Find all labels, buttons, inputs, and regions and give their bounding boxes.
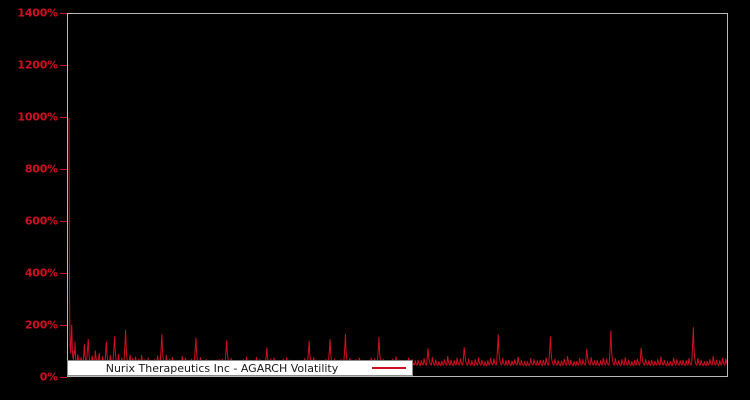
y-axis-tick-mark <box>60 273 67 274</box>
volatility-series-svg <box>68 117 727 367</box>
chart-legend[interactable]: Nurix Therapeutics Inc - AGARCH Volatili… <box>67 360 413 376</box>
y-axis-tick-label: 800% <box>24 162 58 176</box>
legend-entry-label: Nurix Therapeutics Inc - AGARCH Volatili… <box>105 361 339 375</box>
y-axis-tick-label: 600% <box>24 214 58 228</box>
y-axis-tick-mark <box>60 221 67 222</box>
y-axis-tick-mark <box>60 169 67 170</box>
y-axis-tick-label: 400% <box>24 266 58 280</box>
y-axis-tick-label: 0% <box>39 370 58 384</box>
y-axis-tick-mark <box>60 117 67 118</box>
y-axis-tick-label: 1000% <box>17 110 58 124</box>
y-axis-tick-label: 1400% <box>17 6 58 20</box>
y-axis-tick-mark <box>60 325 67 326</box>
y-axis-tick-mark <box>60 13 67 14</box>
y-axis-tick-mark <box>60 65 67 66</box>
y-axis-tick-mark <box>60 377 67 378</box>
agarch-volatility-line <box>68 117 727 367</box>
legend-line-swatch <box>372 363 406 373</box>
y-axis-tick-label: 200% <box>24 318 58 332</box>
plot-area <box>67 13 728 377</box>
y-axis-tick-label: 1200% <box>17 58 58 72</box>
